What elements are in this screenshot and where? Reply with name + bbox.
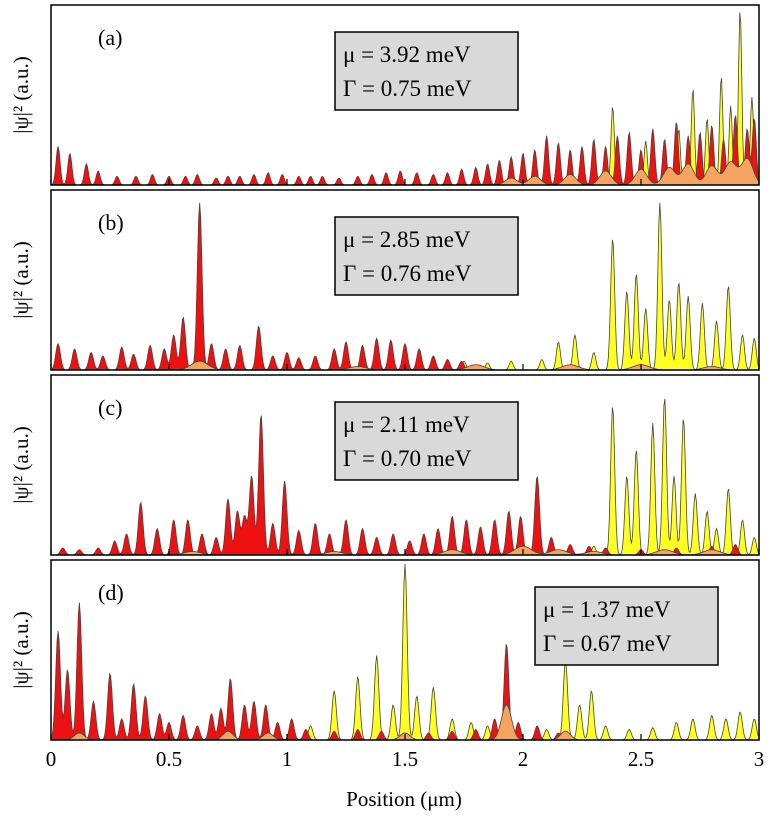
param-box-1 <box>334 216 519 296</box>
panel-2: (c) μ = 2.11 meV Γ = 0.70 meV |ψ|² (a.u.) <box>9 374 760 556</box>
gamma-label-3: Γ = 0.67 meV <box>543 631 672 656</box>
panel-tag-3: (d) <box>98 580 124 605</box>
gamma-label-0: Γ = 0.75 meV <box>343 76 472 101</box>
x-tick-label: 2 <box>518 747 529 771</box>
gamma-label-1: Γ = 0.76 meV <box>343 261 472 286</box>
x-tick-label: 2.5 <box>628 747 654 771</box>
mu-label-0: μ = 3.92 meV <box>343 42 471 67</box>
mu-label-3: μ = 1.37 meV <box>543 597 671 622</box>
panel-0: (a) μ = 3.92 meV Γ = 0.75 meV |ψ|² (a.u.) <box>9 4 760 186</box>
x-tick-label: 1.5 <box>392 747 418 771</box>
panel-tag-1: (b) <box>98 210 124 235</box>
mu-label-2: μ = 2.11 meV <box>343 412 470 437</box>
y-axis-label-3: |ψ|² (a.u.) <box>9 611 33 688</box>
y-axis-label-0: |ψ|² (a.u.) <box>9 56 33 133</box>
x-axis-label: Position (μm) <box>346 787 462 811</box>
param-box-3 <box>534 586 719 666</box>
panel-1: (b) μ = 2.85 meV Γ = 0.76 meV |ψ|² (a.u.) <box>9 189 760 371</box>
series-red-1 <box>51 202 759 370</box>
x-tick-label: 0.5 <box>156 747 182 771</box>
gamma-label-2: Γ = 0.70 meV <box>343 446 472 471</box>
x-tick-label: 1 <box>282 747 293 771</box>
y-axis-label-2: |ψ|² (a.u.) <box>9 426 33 503</box>
series-yellow-3 <box>51 563 759 740</box>
series-red-0 <box>51 115 759 185</box>
series-orange-3 <box>51 704 759 740</box>
panel-3: (d) μ = 1.37 meV Γ = 0.67 meV |ψ|² (a.u.) <box>9 559 760 741</box>
x-tick-label: 0 <box>46 747 57 771</box>
y-axis-label-1: |ψ|² (a.u.) <box>9 241 33 318</box>
x-tick-label: 3 <box>754 747 765 771</box>
param-box-2 <box>334 401 519 481</box>
panel-tag-2: (c) <box>98 395 122 420</box>
param-box-0 <box>334 31 519 111</box>
mu-label-1: μ = 2.85 meV <box>343 227 471 252</box>
series-yellow-1 <box>51 202 759 370</box>
panel-tag-0: (a) <box>98 25 122 50</box>
series-orange-0 <box>51 157 759 185</box>
